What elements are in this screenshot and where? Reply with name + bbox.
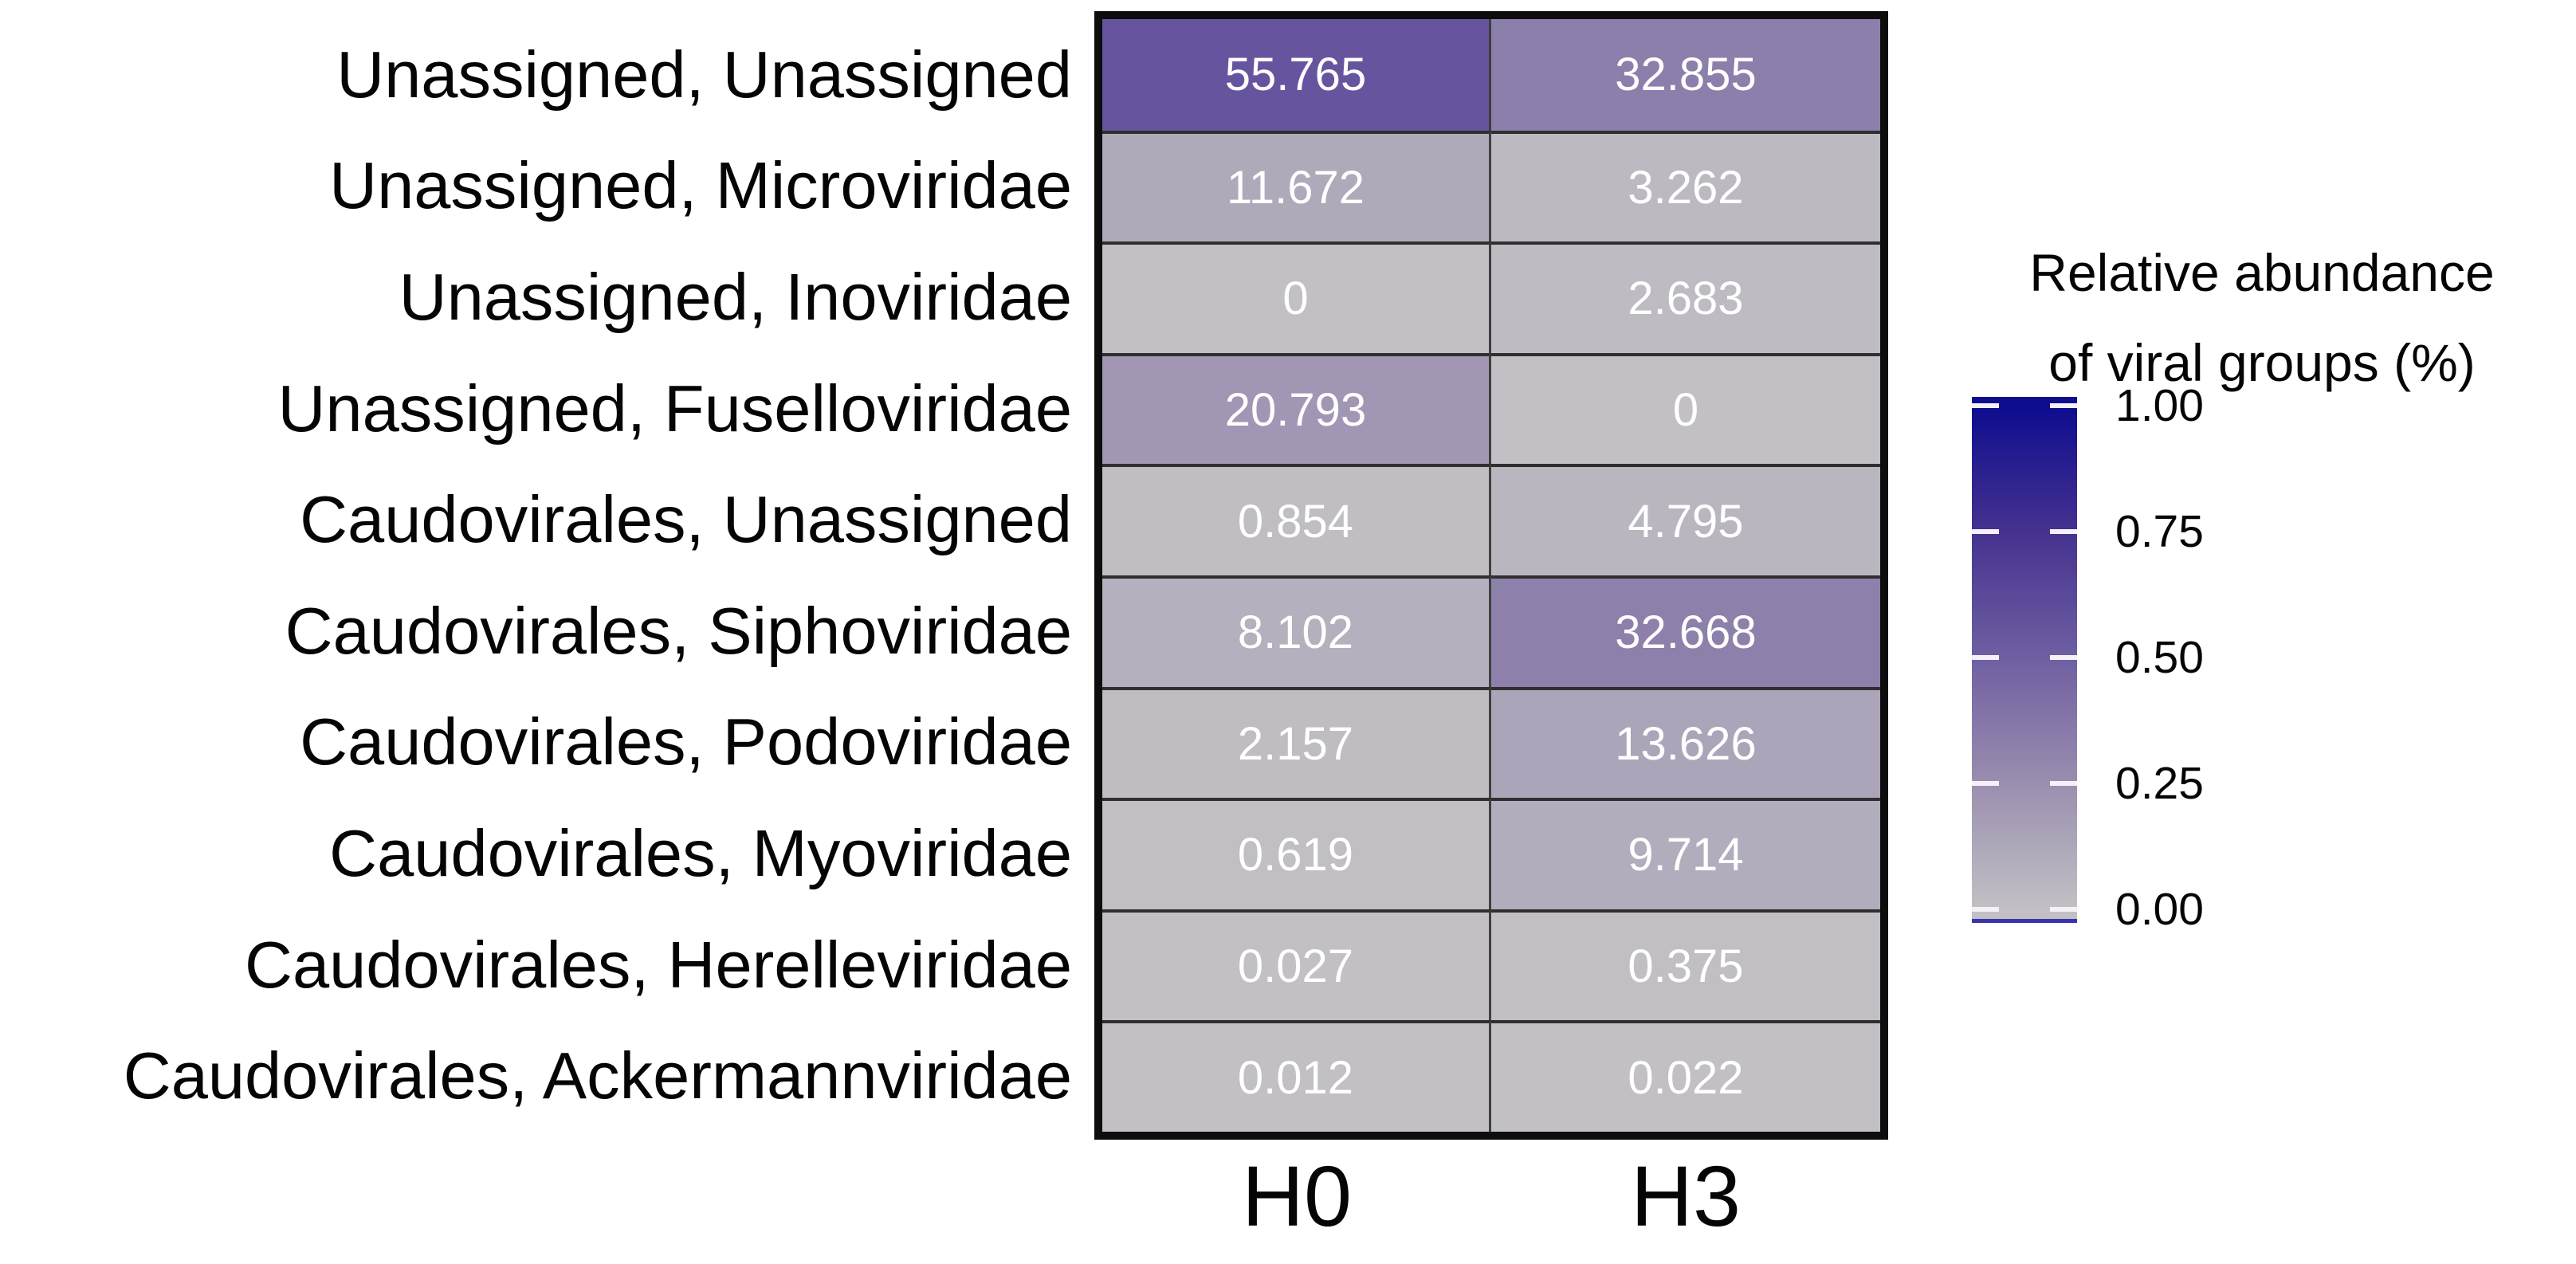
- legend-tick-mark: [1972, 529, 1999, 534]
- heatmap-cell: 0.854: [1102, 464, 1491, 575]
- cell-value: 4.795: [1628, 495, 1744, 548]
- legend-title-line2: of viral groups (%): [2048, 333, 2476, 392]
- heatmap-cell: 2.683: [1491, 241, 1880, 353]
- legend-tick-mark: [2050, 529, 2077, 534]
- cell-value: 0: [1672, 384, 1699, 437]
- row-label: Caudovirales, Unassigned: [300, 482, 1072, 557]
- heatmap-cell: 3.262: [1491, 130, 1880, 242]
- legend-tick-mark: [2050, 655, 2077, 660]
- row-label: Caudovirales, Myoviridae: [329, 815, 1072, 890]
- cell-value: 0.619: [1237, 829, 1354, 881]
- legend-tick-mark: [1972, 781, 1999, 786]
- row-label: Caudovirales, Ackermannviridae: [123, 1038, 1072, 1113]
- legend-tick-mark: [2050, 781, 2077, 786]
- legend-title-line1: Relative abundance: [2029, 243, 2495, 302]
- cell-value: 32.855: [1615, 49, 1757, 101]
- heatmap-cell: 0.012: [1102, 1020, 1491, 1132]
- heatmap-cell: 2.157: [1102, 686, 1491, 799]
- heatmap-cell: 32.668: [1491, 575, 1880, 687]
- cell-value: 0.022: [1628, 1051, 1744, 1104]
- cell-value: 0.012: [1237, 1051, 1354, 1104]
- heatmap-cell: 0.619: [1102, 798, 1491, 909]
- legend-tick-mark: [1972, 403, 1999, 408]
- cell-value: 0.854: [1237, 495, 1354, 548]
- column-label-h0: H0: [1241, 1148, 1353, 1244]
- legend-tick-label: 0.75: [2115, 506, 2204, 557]
- heatmap-cell: 32.855: [1491, 19, 1880, 131]
- row-label: Unassigned, Unassigned: [336, 37, 1072, 112]
- cell-value: 0: [1282, 273, 1309, 325]
- row-label: Caudovirales, Siphoviridae: [285, 593, 1072, 668]
- cell-value: 11.672: [1226, 161, 1365, 214]
- row-label: Unassigned, Inoviridae: [399, 259, 1072, 334]
- row-label: Unassigned, Fuselloviridae: [277, 371, 1072, 446]
- heatmap-cell: 0: [1491, 352, 1880, 465]
- legend-tick-mark: [2050, 403, 2077, 408]
- heatmap-cell: 8.102: [1102, 575, 1491, 687]
- heatmap-grid: 55.765 32.855 11.672 3.262 0 2.683 20.793 0 0.85…: [1094, 11, 1888, 1140]
- legend-tick-label: 0.25: [2115, 758, 2204, 809]
- heatmap-cell: 4.795: [1491, 464, 1880, 575]
- heatmap-cell: 13.626: [1491, 686, 1880, 799]
- cell-value: 2.683: [1628, 273, 1744, 325]
- heatmap-cell: 0.375: [1491, 909, 1880, 1021]
- cell-value: 0.375: [1628, 940, 1744, 993]
- row-label: Unassigned, Microviridae: [329, 148, 1072, 223]
- legend-tick-mark: [1972, 907, 1999, 912]
- legend-title: Relative abundance of viral groups (%): [1961, 228, 2563, 408]
- heatmap-cell: 0.027: [1102, 909, 1491, 1021]
- legend-tick-mark: [2050, 907, 2077, 912]
- cell-value: 9.714: [1628, 829, 1744, 881]
- cell-value: 8.102: [1237, 606, 1354, 659]
- heatmap-cell: 55.765: [1102, 19, 1491, 131]
- cell-value: 20.793: [1224, 384, 1367, 437]
- row-label: Caudovirales, Herelleviridae: [245, 927, 1072, 1002]
- row-labels: Unassigned, Unassigned Unassigned, Microv…: [0, 19, 1072, 1132]
- heatmap-cell: 9.714: [1491, 798, 1880, 909]
- legend-colorbar: [1972, 397, 2077, 923]
- legend-tick-mark: [1972, 655, 1999, 660]
- cell-value: 3.262: [1628, 161, 1744, 214]
- heatmap-cell: 0.022: [1491, 1020, 1880, 1132]
- heatmap-cell: 0: [1102, 241, 1491, 353]
- cell-value: 32.668: [1615, 606, 1757, 659]
- row-label: Caudovirales, Podoviridae: [300, 705, 1072, 779]
- legend-tick-label: 1.00: [2115, 380, 2204, 431]
- cell-value: 2.157: [1237, 717, 1354, 770]
- legend-tick-label: 0.50: [2115, 632, 2204, 683]
- cell-value: 13.626: [1615, 717, 1757, 770]
- heatmap-cell: 20.793: [1102, 352, 1491, 465]
- column-label-h3: H3: [1630, 1148, 1742, 1244]
- heatmap-cell: 11.672: [1102, 130, 1491, 242]
- cell-value: 55.765: [1224, 49, 1367, 101]
- cell-value: 0.027: [1237, 940, 1354, 993]
- legend-tick-label: 0.00: [2115, 884, 2204, 935]
